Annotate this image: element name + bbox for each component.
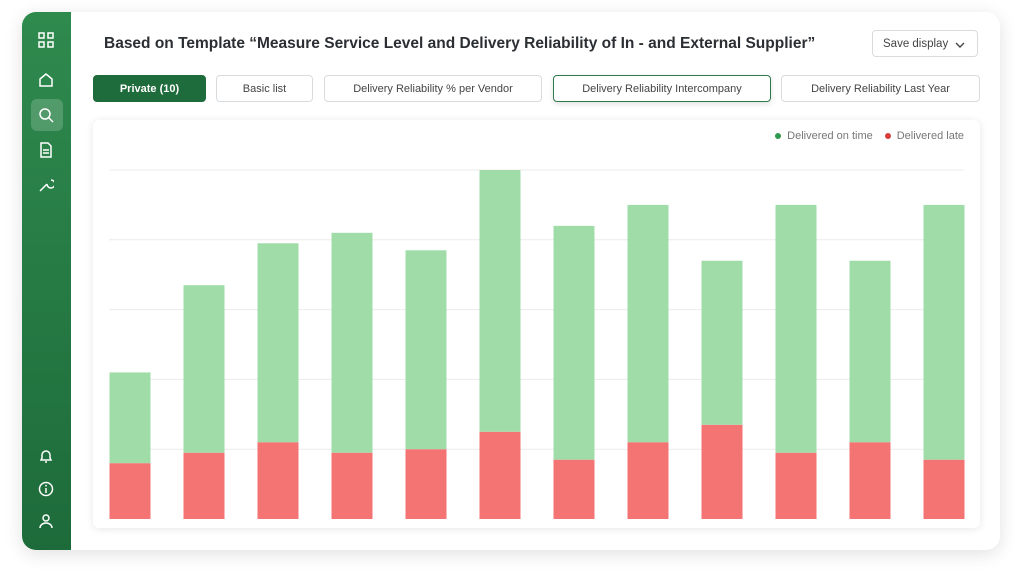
nav-notifications[interactable] <box>38 448 54 464</box>
bar-segment <box>923 204 965 460</box>
nav-home[interactable] <box>38 72 54 88</box>
page-title: Based on Template “Measure Service Level… <box>104 35 816 52</box>
bar-segment <box>109 463 151 519</box>
tab-label: Delivery Reliability Intercompany <box>582 83 742 95</box>
bar-segment <box>553 459 595 519</box>
sidebar <box>22 12 71 550</box>
tab-label: Private (10) <box>119 83 180 95</box>
legend-label: Delivered on time <box>787 130 873 142</box>
bar-segment <box>331 232 373 453</box>
chart <box>109 169 965 519</box>
save-display-button[interactable]: Save display <box>872 30 978 57</box>
selected-nav <box>31 99 63 131</box>
chevron <box>955 42 965 48</box>
bar-segment <box>627 204 669 443</box>
bar-segment <box>627 442 669 519</box>
legend: Delivered on time Delivered late <box>775 130 964 142</box>
legend-label: Delivered late <box>896 130 964 142</box>
tab[interactable]: Basic list <box>216 75 313 102</box>
bar-segment <box>701 260 743 425</box>
bar-segment <box>479 431 521 519</box>
bar-segment <box>849 260 891 443</box>
tab[interactable]: Private (10) <box>93 75 206 102</box>
bar-segment <box>479 170 521 432</box>
nav-tools[interactable] <box>38 177 54 193</box>
tab[interactable]: Delivery Reliability % per Vendor <box>324 75 542 102</box>
button-label: Save display <box>883 38 949 50</box>
chart-card: Delivered on time Delivered late <box>93 120 980 528</box>
bar-segment <box>405 250 447 450</box>
bar-segment <box>553 225 595 460</box>
bar-segment <box>849 442 891 519</box>
bar-segment <box>775 204 817 453</box>
bar-segment <box>923 459 965 519</box>
tab-label: Basic list <box>242 83 287 95</box>
tab-label: Delivery Reliability % per Vendor <box>353 83 513 95</box>
nav-dashboard[interactable] <box>38 32 54 48</box>
bar-segment <box>257 243 299 443</box>
bar-segment <box>405 449 447 519</box>
nav-info[interactable] <box>38 481 54 497</box>
bar-segment <box>183 285 225 453</box>
legend-dot <box>775 133 782 140</box>
legend-item: Delivered on time <box>775 130 873 142</box>
tab[interactable]: Delivery Reliability Last Year <box>781 75 980 102</box>
bar-segment <box>109 372 151 464</box>
bar-segment <box>331 452 373 519</box>
bar-segment <box>183 452 225 519</box>
app-window: Based on Template “Measure Service Level… <box>22 12 1000 550</box>
tab[interactable]: Delivery Reliability Intercompany <box>553 75 771 102</box>
bar-segment <box>775 452 817 519</box>
legend-dot <box>884 133 891 140</box>
nav-search[interactable] <box>38 107 54 123</box>
bar-segment <box>257 442 299 519</box>
tab-label: Delivery Reliability Last Year <box>811 83 950 95</box>
bar-segment <box>701 424 743 519</box>
nav-documents[interactable] <box>38 142 54 158</box>
legend-item: Delivered late <box>884 130 964 142</box>
nav-profile[interactable] <box>38 513 54 529</box>
